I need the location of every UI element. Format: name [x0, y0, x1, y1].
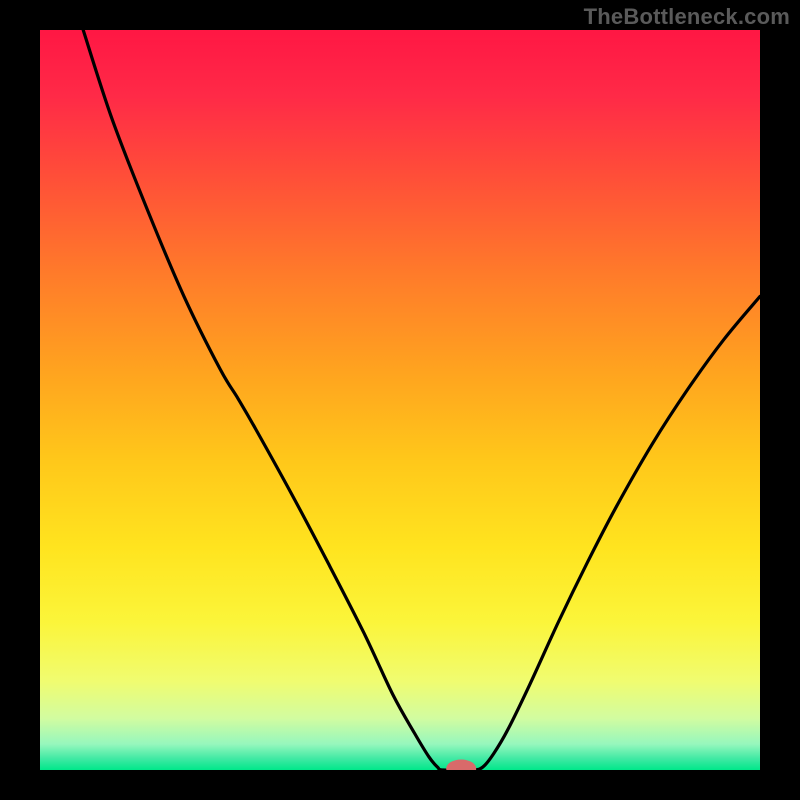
bottleneck-chart: [0, 0, 800, 800]
chart-background: [40, 30, 760, 770]
watermark-text: TheBottleneck.com: [584, 4, 790, 30]
chart-container: TheBottleneck.com: [0, 0, 800, 800]
